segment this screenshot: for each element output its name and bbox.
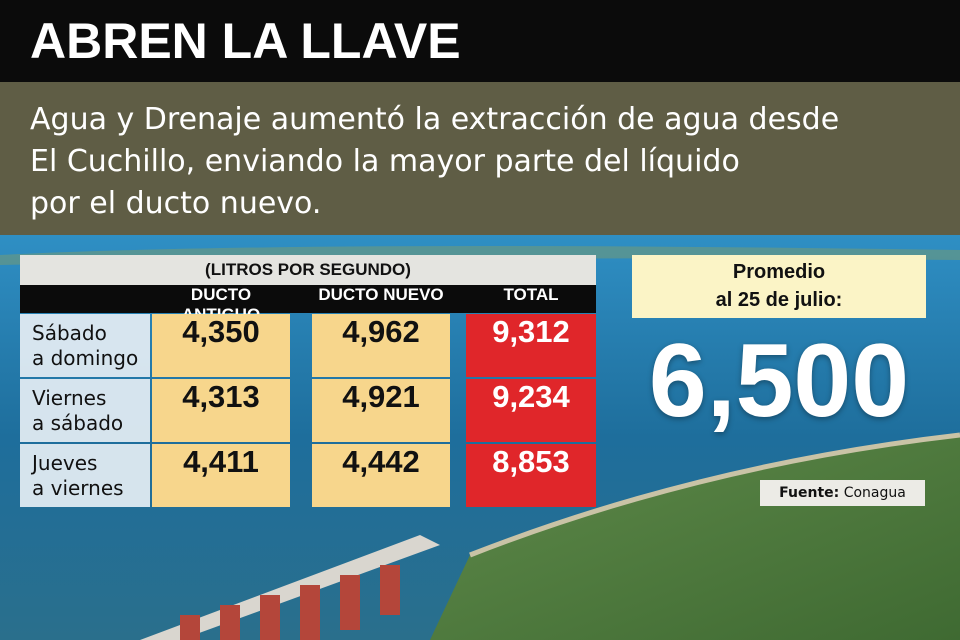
column-header: TOTAL bbox=[503, 285, 559, 304]
highlight-label: al 25 de julio: bbox=[715, 289, 843, 311]
table-cell: 9,312 bbox=[466, 314, 596, 377]
source-name: Conagua bbox=[843, 485, 906, 501]
row-label-line: a domingo bbox=[32, 346, 139, 370]
table-cell: 4,962 bbox=[312, 314, 450, 377]
highlight-value: 6,500 bbox=[648, 323, 910, 439]
title: ABREN LA LLAVE bbox=[30, 13, 461, 69]
row-label: Sábado a domingo bbox=[20, 314, 150, 377]
table-cell: 4,921 bbox=[312, 379, 450, 442]
column-header: DUCTO ANTIGUO bbox=[182, 285, 260, 324]
table-cell: 8,853 bbox=[466, 444, 596, 507]
row-label-line: a viernes bbox=[32, 476, 124, 500]
subtitle-line: Agua y Drenaje aumentó la extracción de … bbox=[30, 102, 840, 137]
highlight-label: Promedio bbox=[732, 261, 826, 283]
highlight-label-box bbox=[632, 255, 926, 318]
source: Fuente: Conagua bbox=[760, 480, 925, 506]
table-cell: 4,442 bbox=[312, 444, 450, 507]
column-header: DUCTO NUEVO bbox=[318, 285, 444, 304]
table-cell: 4,313 bbox=[152, 379, 290, 442]
row-label: Viernes a sábado bbox=[20, 379, 150, 442]
table-cell: 4,350 bbox=[152, 314, 290, 377]
title-bar bbox=[0, 0, 960, 82]
subtitle-band bbox=[0, 82, 960, 235]
row-label-line: Viernes bbox=[32, 386, 107, 410]
source-label: Fuente: bbox=[779, 485, 840, 501]
table-caption: (LITROS POR SEGUNDO) bbox=[20, 255, 596, 285]
subtitle-line: por el ducto nuevo. bbox=[30, 186, 322, 221]
row-label: Jueves a viernes bbox=[20, 444, 150, 507]
row-label-line: Jueves bbox=[32, 451, 98, 475]
table-cell: 4,411 bbox=[152, 444, 290, 507]
table-cell: 9,234 bbox=[466, 379, 596, 442]
column-header-bar bbox=[20, 285, 596, 313]
subtitle-line: El Cuchillo, enviando la mayor parte del… bbox=[30, 144, 740, 179]
row-label-line: Sábado bbox=[32, 321, 107, 345]
row-label-line: a sábado bbox=[32, 411, 124, 435]
